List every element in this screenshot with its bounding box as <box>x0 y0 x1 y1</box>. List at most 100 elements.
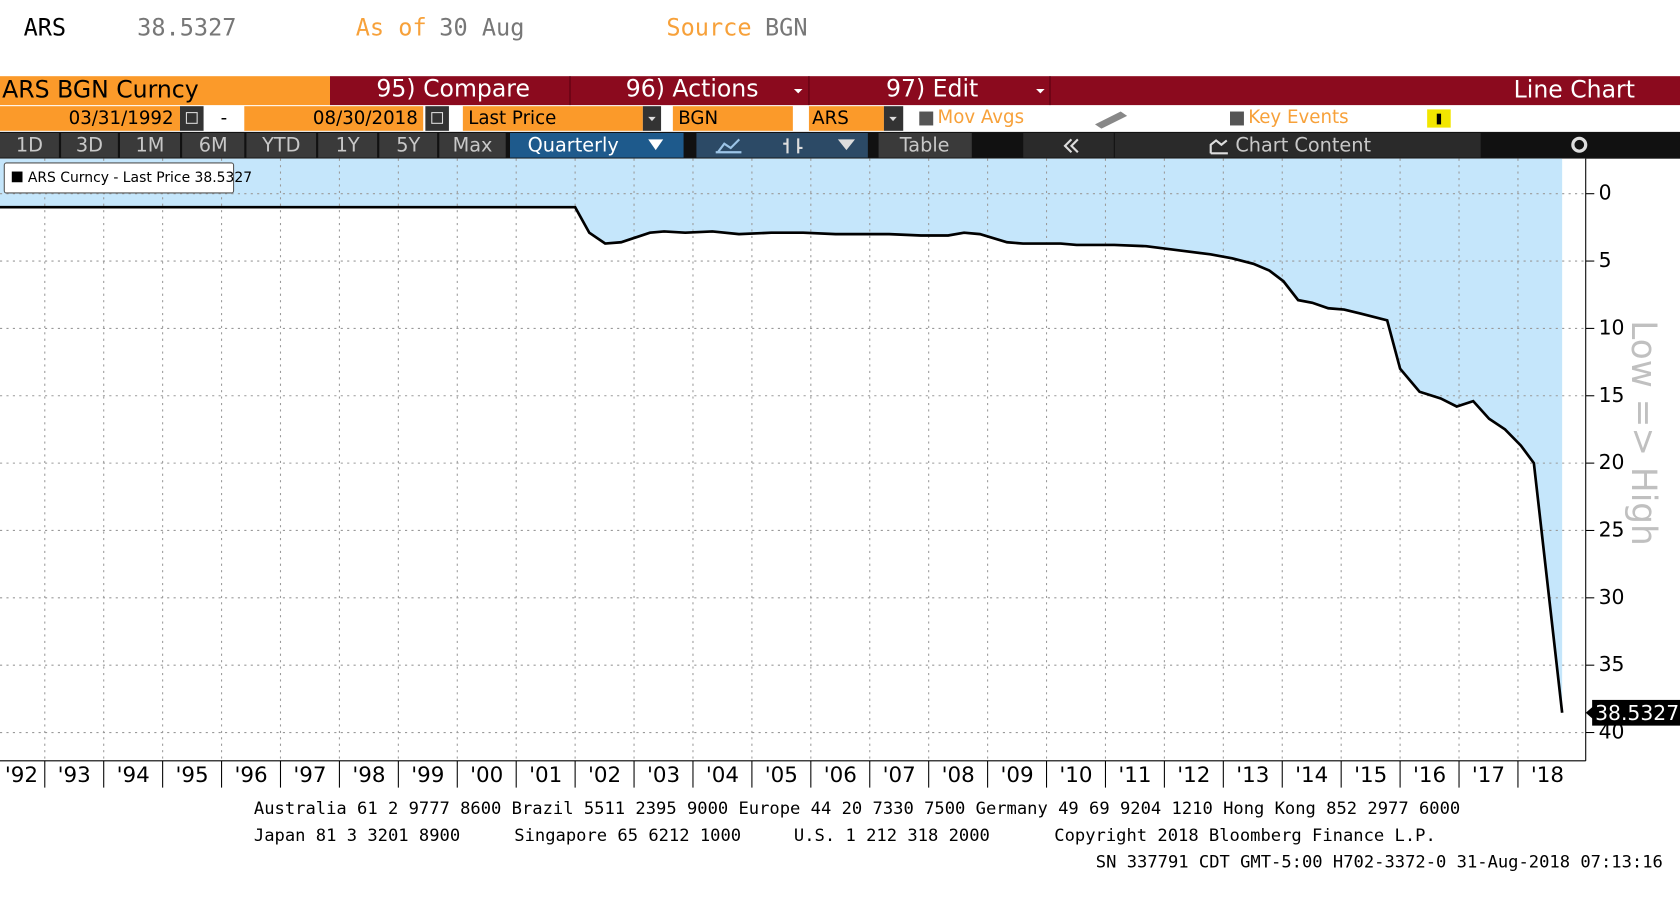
pencil-icon[interactable] <box>1095 111 1128 129</box>
range-button[interactable] <box>120 132 180 158</box>
range-button[interactable] <box>0 132 59 158</box>
ticker: ARS <box>24 14 67 42</box>
gear-icon[interactable] <box>1571 136 1588 153</box>
start-date-field[interactable] <box>0 106 180 131</box>
currency[interactable]: ARS <box>812 108 849 129</box>
start-date[interactable]: 03/31/1992 <box>69 108 174 129</box>
source-label: Source <box>666 14 751 42</box>
y-tick-label: 10 <box>1599 315 1625 339</box>
last-value-pointer <box>1585 706 1594 720</box>
x-tick-label: '08 <box>942 763 975 788</box>
checkbox[interactable] <box>1230 111 1244 126</box>
key-events[interactable]: Key Events <box>1248 107 1348 128</box>
dropdown-arrow[interactable] <box>1036 89 1045 94</box>
price-line <box>0 205 1564 713</box>
checkbox[interactable] <box>919 111 934 126</box>
security-box[interactable] <box>0 76 330 106</box>
x-tick-label: '97 <box>293 763 326 788</box>
source-field[interactable] <box>672 106 793 131</box>
range-button[interactable] <box>318 132 378 158</box>
x-tick-label: '11 <box>1118 763 1151 788</box>
end-date[interactable]: 08/30/2018 <box>313 108 418 129</box>
x-tick-label: '01 <box>529 763 562 788</box>
range-button[interactable] <box>246 132 317 158</box>
calendar-glyph <box>431 112 444 124</box>
range-label[interactable]: 1D <box>16 133 43 156</box>
menu-bar: ARS BGN Curncy 95) Compare 96) Actions 9… <box>0 75 1680 106</box>
x-tick-label: '10 <box>1059 763 1092 788</box>
field[interactable]: Last Price <box>468 108 556 129</box>
y-tick-label: 35 <box>1599 652 1625 676</box>
last-value-box <box>1592 699 1680 726</box>
x-tick-label: '09 <box>1001 763 1034 788</box>
x-tick-label: '95 <box>176 763 209 788</box>
range-label[interactable]: 1Y <box>336 133 360 156</box>
y-tick-label: 30 <box>1599 585 1625 609</box>
x-tick-label: '98 <box>352 763 385 788</box>
range-button[interactable] <box>439 132 506 158</box>
source: BGN <box>765 14 808 42</box>
range-button[interactable] <box>182 132 245 158</box>
end-date-field[interactable] <box>244 106 424 131</box>
range-button[interactable] <box>61 132 118 158</box>
as-of-label: As of <box>356 14 427 42</box>
range-label[interactable]: 3D <box>76 133 103 156</box>
range-label[interactable]: 6M <box>199 133 228 156</box>
price: 38.5327 <box>137 14 236 42</box>
menu-bg <box>330 76 1680 106</box>
range-button[interactable] <box>379 132 438 158</box>
calendar-icon[interactable] <box>425 106 449 131</box>
session-info: SN 337791 CDT GMT-5:00 H702-3372-0 31-Au… <box>1096 853 1663 873</box>
x-tick-label: '13 <box>1236 763 1269 788</box>
x-tick-label: '16 <box>1413 763 1446 788</box>
dropdown-arrow <box>889 116 897 122</box>
x-tick-label: '92 <box>5 763 38 788</box>
x-tick-label: '93 <box>58 763 91 788</box>
x-tick-label: '06 <box>824 763 857 788</box>
range-label[interactable]: Max <box>453 133 493 156</box>
contact: Singapore 65 6212 1000 <box>514 826 741 846</box>
edit-button[interactable]: 97) Edit <box>886 75 978 103</box>
chart-content-button[interactable] <box>1023 132 1481 158</box>
dropdown-arrow <box>648 116 656 122</box>
header: ARS 38.5327 As of 30 Aug Source BGN <box>24 14 808 42</box>
dropdown-arrow <box>837 139 855 151</box>
chart-type[interactable]: Line Chart <box>1514 76 1635 104</box>
currency-field[interactable] <box>808 106 884 131</box>
x-tick-label: '04 <box>706 763 739 788</box>
compare-button[interactable]: 95) Compare <box>376 75 530 103</box>
as-of: 30 Aug <box>439 14 524 42</box>
calendar-glyph <box>185 112 198 124</box>
legend-box <box>3 162 235 194</box>
source-setting[interactable]: BGN <box>678 108 718 129</box>
legend-label: ARS Curncy - Last Price 38.5327 <box>28 170 252 186</box>
x-tick-label: '14 <box>1295 763 1328 788</box>
table[interactable]: Table <box>899 133 950 156</box>
range-label[interactable]: YTD <box>261 133 300 156</box>
range-label[interactable]: 1M <box>136 133 165 156</box>
contact-line: Australia 61 2 9777 8600 Brazil 5511 239… <box>254 799 1460 819</box>
x-tick-label: '07 <box>883 763 916 788</box>
y-axis-title: Low => High <box>1623 320 1663 545</box>
dropdown-arrow[interactable] <box>793 89 803 94</box>
table-button[interactable] <box>878 132 972 158</box>
collapse-icon[interactable] <box>1063 138 1079 154</box>
area-fill <box>0 158 1563 713</box>
period[interactable]: Quarterly <box>528 133 619 156</box>
calendar-icon[interactable] <box>180 106 204 131</box>
mov-avgs[interactable]: Mov Avgs <box>938 107 1025 128</box>
date-separator: - <box>221 108 228 129</box>
range-label[interactable]: 5Y <box>396 133 420 156</box>
toolbar: Quarterly Table Chart Content 1D 3D 1M 6M YT… <box>0 131 1680 159</box>
chart-content[interactable]: Chart Content <box>1235 133 1371 156</box>
field-select[interactable] <box>462 106 643 131</box>
y-tick-label: 25 <box>1599 517 1625 541</box>
x-tick-label: '94 <box>117 763 150 788</box>
x-tick-label: '96 <box>234 763 267 788</box>
actions-button[interactable]: 96) Actions <box>626 75 759 103</box>
info-glyph <box>1436 113 1442 125</box>
x-tick-label: '18 <box>1531 763 1564 788</box>
y-tick-label: 20 <box>1599 450 1625 474</box>
security[interactable]: ARS BGN Curncy <box>2 76 199 104</box>
